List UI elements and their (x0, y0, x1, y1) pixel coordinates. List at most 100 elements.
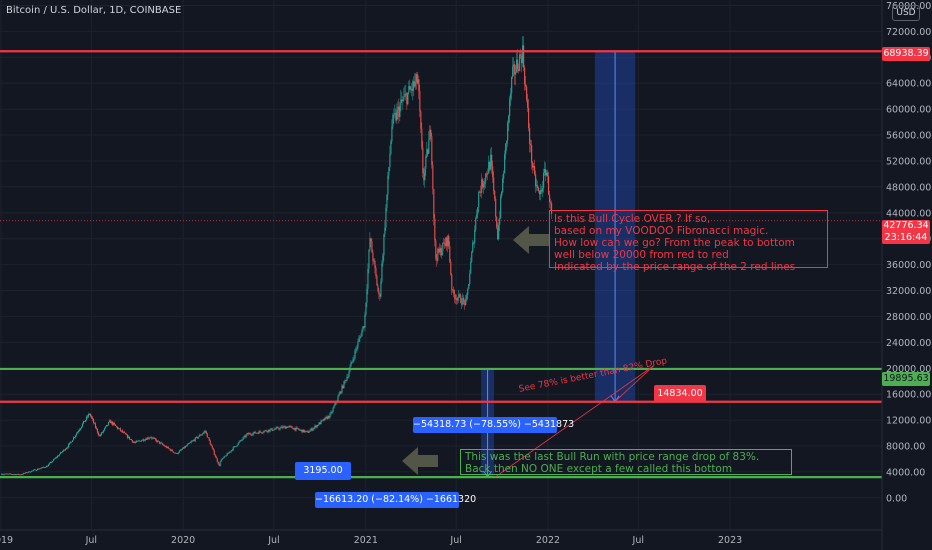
candle-down (395, 112, 397, 121)
candle-up (447, 235, 449, 247)
candle-down (418, 79, 420, 92)
candle-up (270, 428, 272, 430)
candle-up (295, 427, 297, 431)
price-tick-label: 36000.00 (886, 260, 931, 271)
candle-up (515, 71, 517, 75)
candle-down (154, 438, 156, 440)
candle-down (88, 413, 91, 415)
candle-up (186, 444, 188, 446)
candle-down (118, 428, 120, 430)
candle-down (24, 473, 26, 474)
candle-up (228, 452, 230, 454)
candle-up (267, 429, 269, 432)
candle-up (367, 268, 369, 289)
candle-up (424, 168, 426, 181)
candle-down (421, 128, 423, 148)
candle-down (493, 177, 495, 191)
candle-up (201, 433, 203, 435)
candle-down (453, 289, 455, 295)
candle-up (287, 426, 289, 428)
candle-up (386, 194, 388, 209)
candle-up (478, 192, 480, 208)
price-tick-label: 0.00 (886, 493, 907, 504)
candle-up (46, 465, 48, 468)
price-tick-label: 44000.00 (886, 208, 931, 219)
candle-up (194, 437, 196, 441)
candle-up (330, 412, 332, 414)
candle-down (169, 449, 171, 451)
candle-down (434, 218, 436, 241)
candle-down (44, 467, 46, 468)
candle-up (127, 436, 129, 438)
candle-up (488, 161, 490, 174)
candle-down (20, 474, 22, 476)
candle-up (314, 425, 316, 428)
candle-up (381, 263, 383, 282)
candle-down (38, 468, 40, 470)
candle-up (77, 430, 80, 432)
candle-up (33, 469, 35, 471)
last-bull-run-note[interactable]: This was the last Bull Run with price ra… (460, 449, 792, 475)
candle-up (182, 447, 184, 449)
candle-down (12, 474, 14, 476)
candle-down (277, 427, 279, 429)
candle-up (19, 474, 21, 476)
candle-up (229, 451, 231, 453)
left-arrow-icon (402, 447, 438, 475)
range-label-2021[interactable]: −16613.20 (−82.14%) −1661320 (315, 492, 476, 508)
candle-down (196, 436, 198, 439)
candle-up (441, 251, 443, 256)
candle-up (519, 54, 521, 71)
candle-up (299, 429, 301, 431)
candle-down (142, 439, 144, 441)
candle-up (356, 347, 358, 350)
candle-down (250, 434, 252, 436)
candle-up (66, 447, 69, 449)
candle-down (278, 428, 280, 430)
bull-cycle-note[interactable]: Is this Bull Cycle OVER ? If so, based o… (549, 210, 828, 273)
last-bull-run-note-line: This was the last Bull Run with price ra… (465, 451, 760, 463)
candle-up (429, 129, 431, 140)
candle-up (400, 99, 402, 106)
price-label-3195[interactable]: 3195.00 (295, 462, 351, 480)
candle-down (371, 241, 373, 253)
candle-down (147, 437, 149, 439)
candle-up (74, 435, 77, 438)
candle-up (223, 456, 225, 458)
candle-down (473, 242, 475, 244)
candle-up (2, 474, 4, 475)
candle-up (347, 376, 349, 378)
range-label-2022[interactable]: −54318.73 (−78.55%) −5431873 (413, 417, 574, 433)
candle-down (311, 428, 313, 431)
candle-down (1, 473, 3, 475)
price-tick-label: 20000.00 (886, 364, 931, 375)
time-tick-label: 2020 (171, 535, 195, 546)
candle-up (337, 396, 339, 401)
candle-down (162, 444, 164, 446)
candle-up (272, 430, 274, 432)
candle-up (237, 442, 239, 446)
candle-up (239, 440, 241, 442)
candle-up (105, 424, 108, 427)
candle-down (306, 430, 308, 432)
candle-down (211, 445, 213, 448)
candle-down (539, 191, 541, 195)
candle-up (53, 459, 55, 461)
price-label-14834[interactable]: 14834.00 (654, 385, 706, 402)
candle-up (354, 350, 356, 359)
candle-down (463, 297, 465, 301)
time-tick-label: 2021 (354, 535, 378, 546)
candle-up (5, 473, 7, 475)
currency-button[interactable]: USD (892, 5, 920, 21)
candle-up (417, 79, 419, 84)
candle-down (541, 190, 543, 192)
candle-down (363, 326, 365, 328)
candle-up (293, 428, 295, 430)
candle-up (179, 449, 181, 451)
candle-down (284, 426, 286, 429)
symbol-title[interactable]: Bitcoin / U.S. Dollar, 1D, COINBASE (6, 5, 182, 16)
candle-down (155, 439, 157, 442)
candle-down (47, 465, 49, 467)
candle-down (212, 447, 214, 451)
